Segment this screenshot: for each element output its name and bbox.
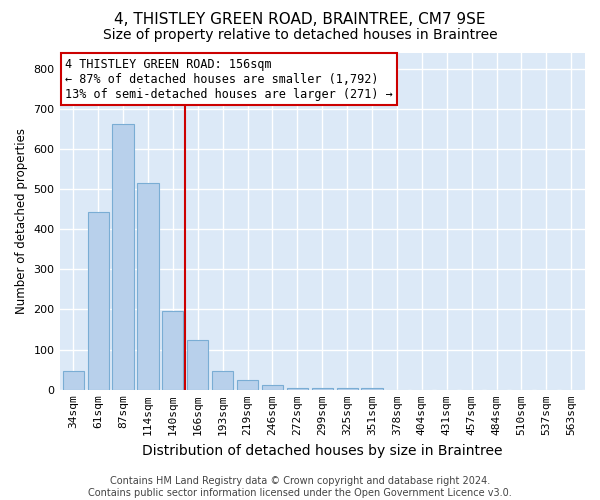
Bar <box>137 183 158 390</box>
Bar <box>187 340 208 390</box>
Text: 4, THISTLEY GREEN ROAD, BRAINTREE, CM7 9SE: 4, THISTLEY GREEN ROAD, BRAINTREE, CM7 9… <box>114 12 486 28</box>
Y-axis label: Number of detached properties: Number of detached properties <box>15 128 28 314</box>
Bar <box>112 124 134 390</box>
Text: Size of property relative to detached houses in Braintree: Size of property relative to detached ho… <box>103 28 497 42</box>
Bar <box>212 371 233 390</box>
Bar <box>311 388 333 390</box>
Bar <box>262 386 283 390</box>
Bar <box>361 388 383 390</box>
X-axis label: Distribution of detached houses by size in Braintree: Distribution of detached houses by size … <box>142 444 503 458</box>
Bar <box>337 388 358 390</box>
Text: 4 THISTLEY GREEN ROAD: 156sqm
← 87% of detached houses are smaller (1,792)
13% o: 4 THISTLEY GREEN ROAD: 156sqm ← 87% of d… <box>65 58 392 100</box>
Bar <box>62 371 84 390</box>
Bar <box>88 212 109 390</box>
Text: Contains HM Land Registry data © Crown copyright and database right 2024.
Contai: Contains HM Land Registry data © Crown c… <box>88 476 512 498</box>
Bar <box>162 311 184 390</box>
Bar <box>287 388 308 390</box>
Bar <box>237 380 258 390</box>
